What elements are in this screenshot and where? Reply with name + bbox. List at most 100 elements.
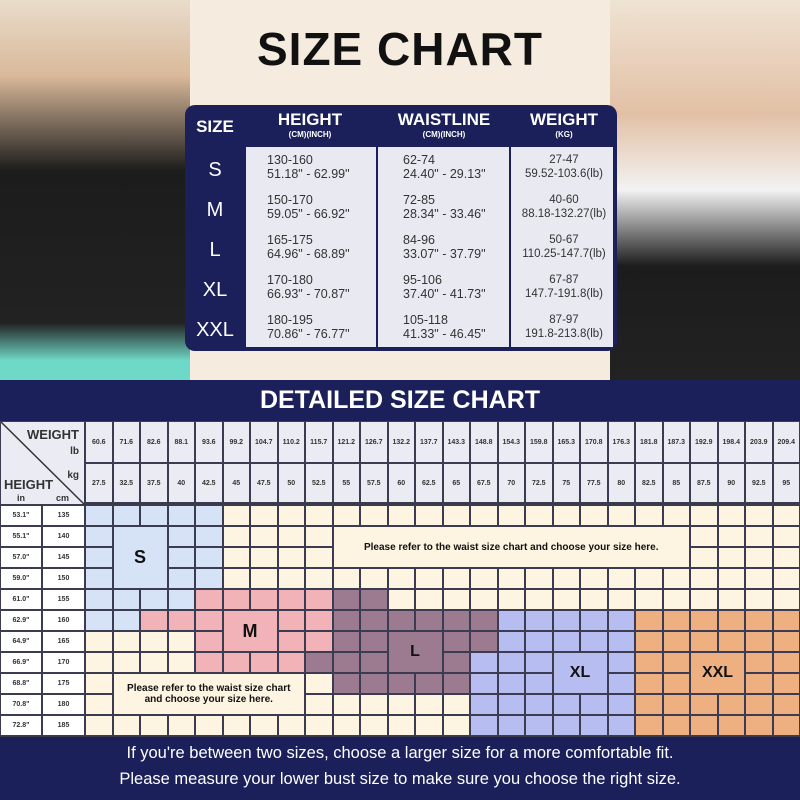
size-cell [607, 652, 635, 673]
size-cell [222, 526, 250, 547]
size-cell [222, 505, 250, 526]
size-label: L [209, 239, 221, 261]
height-inch: 70.86" - 76.77" [267, 327, 350, 341]
weight-kg: 50-67 [549, 234, 579, 246]
size-cell [195, 715, 223, 736]
size-cell [387, 610, 415, 631]
size-cell [690, 715, 718, 736]
size-cell [250, 526, 278, 547]
size-cell [607, 589, 635, 610]
size-cell [470, 589, 498, 610]
size-cell [580, 631, 608, 652]
weight-lb-header: 209.4 [772, 421, 800, 463]
size-cell [85, 673, 113, 694]
size-cell [222, 568, 250, 589]
weight-header: WEIGHT (KG) [511, 105, 617, 147]
waist-cm: 62-74 [403, 153, 435, 167]
size-cell [140, 505, 168, 526]
size-cell [552, 694, 580, 715]
size-cell [607, 610, 635, 631]
corner-header: WEIGHT lb kg HEIGHT in cm [0, 421, 86, 506]
size-cell [360, 589, 388, 610]
size-cell [662, 652, 690, 673]
size-cell [442, 589, 470, 610]
weight-kg-header: 82.5 [635, 463, 663, 503]
size-cell [552, 715, 580, 736]
footer-line-2: Please measure your lower bust size to m… [119, 770, 681, 788]
size-cell [772, 568, 800, 589]
size-cell [360, 610, 388, 631]
size-cell [525, 610, 553, 631]
size-cell [772, 610, 800, 631]
size-cell [195, 568, 223, 589]
size-cell [497, 652, 525, 673]
size-cell [85, 631, 113, 652]
size-cell [497, 610, 525, 631]
size-cell [167, 715, 195, 736]
size-cell [167, 526, 195, 547]
size-cell [442, 610, 470, 631]
size-cell [442, 631, 470, 652]
weight-lb-header: 148.8 [470, 421, 498, 463]
size-cell [360, 652, 388, 673]
model-back-photo [0, 0, 190, 380]
size-cell [442, 568, 470, 589]
size-cell [470, 610, 498, 631]
size-cell [195, 526, 223, 547]
weight-kg-header: 65 [442, 463, 470, 503]
height-in-label: 53.1" [0, 505, 42, 526]
size-cell [85, 610, 113, 631]
diagonal-divider [1, 422, 86, 506]
size-cell [387, 673, 415, 694]
size-cell [662, 589, 690, 610]
size-cell [415, 568, 443, 589]
size-cell [140, 715, 168, 736]
size-cell [772, 547, 800, 568]
size-cell [442, 673, 470, 694]
height-cm-label: 160 [42, 610, 85, 631]
size-cell [580, 568, 608, 589]
size-cell [745, 547, 773, 568]
size-cell [277, 610, 305, 631]
size-cell [772, 673, 800, 694]
size-cell [415, 589, 443, 610]
size-cell [635, 610, 663, 631]
size-cell [635, 715, 663, 736]
weight-kg-header: 92.5 [745, 463, 773, 503]
size-cell [415, 694, 443, 715]
height-cm-label: 145 [42, 547, 85, 568]
size-cell [85, 547, 113, 568]
size-cell [580, 505, 608, 526]
size-cell [607, 631, 635, 652]
size-cell [607, 694, 635, 715]
waist-cm: 105-118 [403, 313, 448, 327]
weight-lb-header: 154.3 [497, 421, 525, 463]
size-cell [607, 715, 635, 736]
height-cm-label: 135 [42, 505, 85, 526]
size-cell [305, 505, 333, 526]
size-cell [387, 715, 415, 736]
size-cell [607, 505, 635, 526]
weight-lb-header: 88.1 [167, 421, 195, 463]
size-cell [332, 610, 360, 631]
height-cm-label: 150 [42, 568, 85, 589]
weight-kg-header: 47.5 [250, 463, 278, 503]
size-cell [332, 715, 360, 736]
in-unit: in [17, 493, 25, 503]
size-cell [470, 652, 498, 673]
size-cell [415, 673, 443, 694]
size-cell [85, 694, 113, 715]
weight-kg-header: 90 [717, 463, 745, 503]
size-cell [745, 715, 773, 736]
height-in-label: 59.0" [0, 568, 42, 589]
weight-kg-header: 57.5 [360, 463, 388, 503]
weight-lb: 88.18-132.27(lb) [521, 208, 607, 220]
size-cell [717, 526, 745, 547]
size-cell [222, 715, 250, 736]
weight-kg-header: 37.5 [140, 463, 168, 503]
size-cell [772, 715, 800, 736]
waist-range: 105-118 41.33" - 46.45" [403, 313, 486, 341]
weight-lb-header: 187.3 [662, 421, 690, 463]
height-inch: 51.18" - 62.99" [267, 167, 350, 181]
size-cell [167, 652, 195, 673]
